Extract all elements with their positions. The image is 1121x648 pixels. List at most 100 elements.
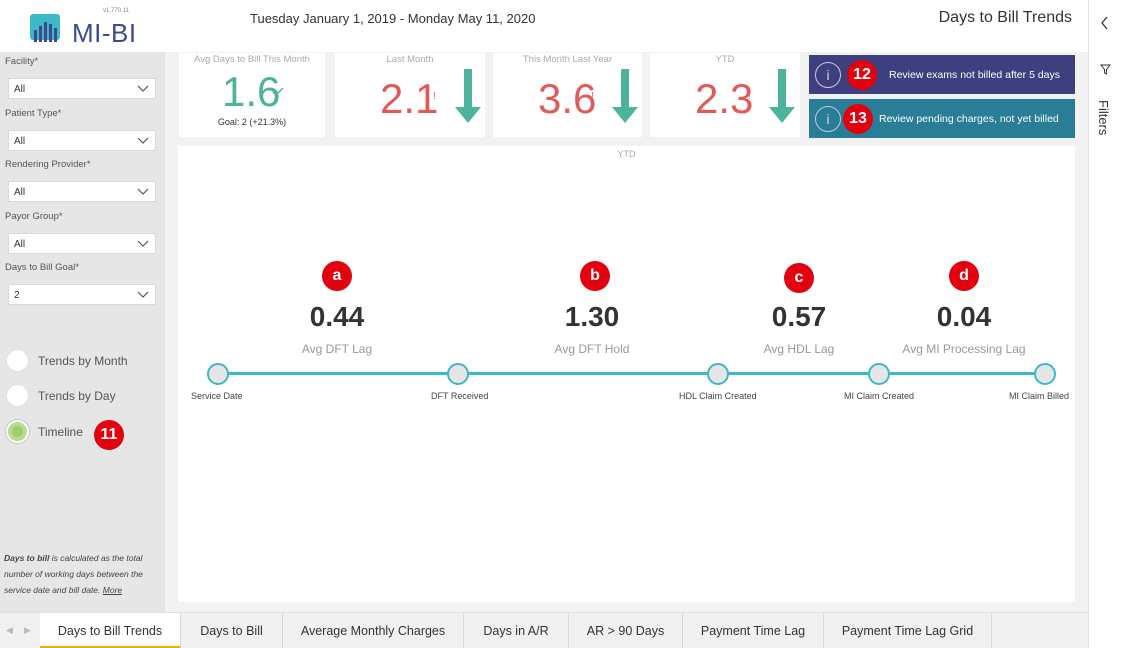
- patient-type-value: All: [14, 136, 26, 147]
- page-title: Days to Bill Trends: [938, 9, 1072, 26]
- rendering-provider-label: Rendering Provider*: [5, 159, 91, 170]
- radio-button-selected[interactable]: [6, 420, 29, 443]
- arrow-down-icon: [769, 69, 795, 123]
- kpi-title: YTD: [715, 54, 735, 65]
- kpi-card-last-month: Last Month 2.1 !: [335, 53, 485, 137]
- callout-badge-c: c: [784, 263, 814, 293]
- kpi-value: 2.3: [695, 75, 754, 122]
- facility-value: All: [14, 84, 26, 95]
- note-text: is calculated as the total number of wor…: [4, 553, 143, 595]
- kpi-card-this-month: Avg Days to Bill This Month 1.6 Goal: 2 …: [179, 53, 325, 137]
- rendering-provider-value: All: [14, 187, 26, 198]
- checkmark-icon: [272, 87, 284, 97]
- milestone-node: [1034, 363, 1056, 385]
- lag-label: Avg HDL Lag: [763, 342, 835, 356]
- milestone-node: [207, 363, 229, 385]
- lag-value: 1.30: [564, 301, 620, 332]
- milestone-label: MI Claim Billed: [1009, 391, 1070, 401]
- review-pending-charges-button[interactable]: i 13 Review pending charges, not yet bil…: [809, 99, 1075, 138]
- days-to-bill-note: Days to bill is calculated as the total …: [4, 550, 162, 598]
- milestone-label: HDL Claim Created: [679, 391, 757, 401]
- tab-days-to-bill-trends[interactable]: Days to Bill Trends: [40, 613, 181, 648]
- tab-payment-time-lag-grid[interactable]: Payment Time Lag Grid: [824, 613, 992, 648]
- version-label: v1.770.11: [103, 8, 129, 14]
- chevron-down-icon: [137, 240, 149, 247]
- funnel-icon: [1100, 64, 1111, 75]
- kpi-title: Last Month: [386, 54, 434, 65]
- timeline-line: [218, 372, 1046, 375]
- milestone-node: [707, 363, 729, 385]
- tab-average-monthly-charges[interactable]: Average Monthly Charges: [283, 613, 464, 648]
- milestone-label: DFT Received: [431, 391, 489, 401]
- tab-payment-time-lag[interactable]: Payment Time Lag: [683, 613, 824, 648]
- view-option-label: Trends by Month: [38, 354, 128, 368]
- logo-text: MI-BI: [72, 18, 137, 48]
- payor-group-label: Payor Group*: [5, 211, 63, 222]
- report-header: v1.770.11 MI-BI Tuesday January 1, 2019 …: [0, 0, 1088, 52]
- info-icon: i: [815, 106, 841, 132]
- alert-icon: !: [591, 91, 594, 102]
- note-term: Days to bill: [4, 553, 50, 563]
- days-to-bill-goal-select[interactable]: 2: [8, 284, 156, 305]
- arrow-down-icon: [612, 69, 638, 123]
- chevron-down-icon: [137, 291, 149, 298]
- view-option-trends-by-day[interactable]: Trends by Day: [6, 384, 156, 410]
- milestone-label: MI Claim Created: [844, 391, 915, 401]
- kpi-card-ytd: YTD 2.3 !: [650, 53, 800, 137]
- callout-badge-11: 11: [94, 420, 124, 450]
- tab-scroll-right-icon[interactable]: ▶: [24, 625, 31, 635]
- filter-sidebar: Facility* All Patient Type* All Renderin…: [0, 52, 165, 612]
- facility-select[interactable]: All: [8, 78, 156, 99]
- filters-pane[interactable]: Filters: [1088, 0, 1121, 648]
- tab-days-to-bill[interactable]: Days to Bill: [181, 613, 283, 648]
- callout-badge-b: b: [580, 261, 610, 291]
- facility-label: Facility*: [5, 56, 39, 67]
- panel-period-label: YTD: [617, 149, 636, 159]
- bar-chart-logo-icon: [30, 14, 60, 42]
- arrow-down-icon: [455, 69, 481, 123]
- kpi-value: 3.6: [538, 75, 597, 122]
- radio-button[interactable]: [6, 349, 29, 372]
- callout-badge-13: 13: [843, 104, 873, 134]
- alert-icon: !: [433, 91, 436, 102]
- patient-type-select[interactable]: All: [8, 130, 156, 151]
- timeline-panel: YTD a 0.44 Avg DFT Lag b 1.30 Avg DFT Ho…: [178, 146, 1075, 602]
- radio-button[interactable]: [6, 384, 29, 407]
- info-icon: i: [815, 62, 841, 88]
- kpi-goal: Goal: 2 (+21.3%): [217, 117, 287, 127]
- rendering-provider-select[interactable]: All: [8, 181, 156, 202]
- review-unbilled-exams-button[interactable]: i 12 Review exams not billed after 5 day…: [809, 55, 1075, 94]
- kpi-title: Avg Days to Bill This Month: [194, 54, 310, 65]
- button-label: Review exams not billed after 5 days: [889, 69, 1060, 81]
- tab-scroll-left-icon[interactable]: ◀: [6, 625, 13, 635]
- kpi-value: 1.6: [222, 68, 281, 115]
- more-link[interactable]: More: [102, 585, 123, 595]
- milestone-node: [447, 363, 469, 385]
- view-option-timeline[interactable]: Timeline: [6, 420, 156, 446]
- page-tabs-bar: ◀ ▶ Days to Bill Trends Days to Bill Ave…: [0, 612, 1088, 648]
- mi-bi-logo: v1.770.11 MI-BI: [30, 8, 140, 48]
- payor-group-value: All: [14, 239, 26, 250]
- patient-type-label: Patient Type*: [5, 108, 62, 119]
- filters-label[interactable]: Filters: [1096, 100, 1111, 136]
- callout-badge-d: d: [949, 261, 979, 291]
- lag-value: 0.44: [309, 301, 365, 332]
- lag-label: Avg DFT Hold: [554, 342, 630, 356]
- view-option-trends-by-month[interactable]: Trends by Month: [6, 349, 156, 375]
- view-option-label: Timeline: [38, 425, 83, 439]
- tab-days-in-ar[interactable]: Days in A/R: [464, 613, 569, 648]
- button-label: Review pending charges, not yet billed: [879, 113, 1059, 125]
- milestone-node: [868, 363, 890, 385]
- callout-badge-12: 12: [847, 60, 877, 90]
- lag-label: Avg MI Processing Lag: [902, 342, 1026, 356]
- chevron-down-icon: [137, 85, 149, 92]
- callout-badge-a: a: [322, 261, 352, 291]
- payor-group-select[interactable]: All: [8, 233, 156, 254]
- chevron-left-icon[interactable]: [1099, 16, 1111, 30]
- alert-icon: !: [748, 91, 751, 102]
- days-to-bill-goal-label: Days to Bill Goal*: [5, 262, 79, 273]
- kpi-title: This Month Last Year: [522, 54, 613, 65]
- tab-ar-over-90-days[interactable]: AR > 90 Days: [569, 613, 683, 648]
- view-option-label: Trends by Day: [38, 389, 116, 403]
- days-to-bill-goal-value: 2: [14, 290, 20, 301]
